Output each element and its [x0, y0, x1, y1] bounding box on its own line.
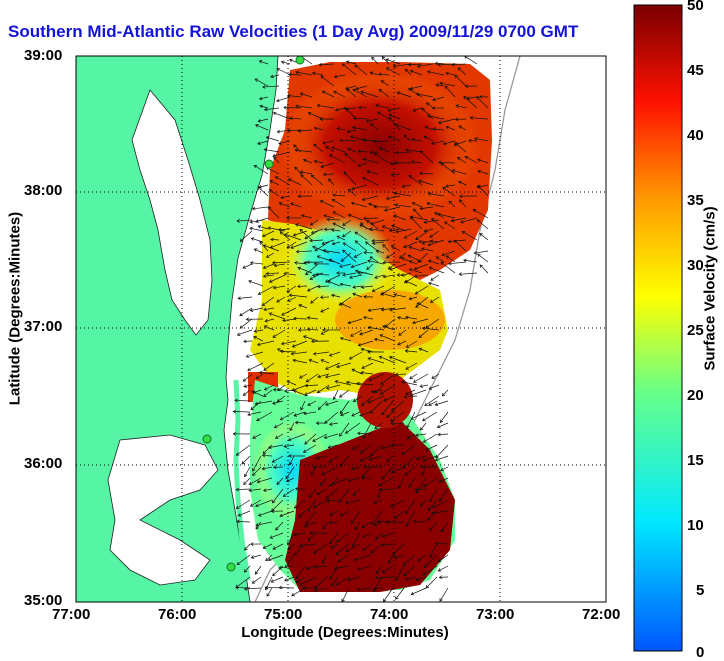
velocity-max-north — [280, 70, 480, 220]
station-marker — [203, 435, 211, 443]
velocity-patch-orange — [335, 290, 445, 350]
station-marker — [265, 160, 273, 168]
station-marker — [227, 563, 235, 571]
station-marker — [296, 56, 304, 64]
colorbar — [634, 5, 682, 651]
